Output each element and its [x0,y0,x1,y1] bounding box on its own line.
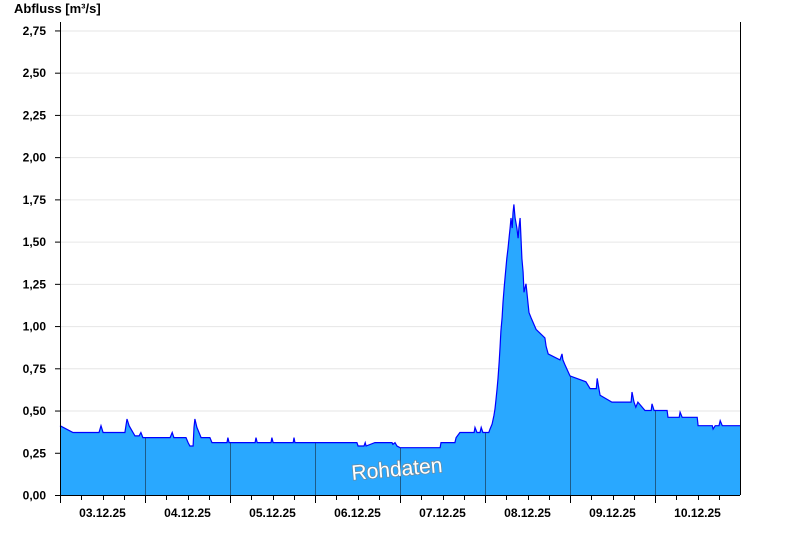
y-tick-label: 1,75 [23,193,47,207]
y-axis-ticks: 0,00 0,25 0,50 0,75 1,00 1,25 1,50 1,75 2,00 2,25… [23,24,60,503]
y-tick-label: 0,00 [23,489,47,503]
y-tick-label: 2,00 [23,151,47,165]
x-tick-label: 05.12.25 [249,506,296,520]
discharge-line [59,204,740,449]
x-tick-label: 03.12.25 [79,506,126,520]
y-tick-label: 1,25 [23,277,47,291]
x-tick-label: 09.12.25 [589,506,636,520]
y-tick-label: 0,25 [23,446,47,460]
y-tick-label: 1,00 [23,320,47,334]
x-tick-label: 08.12.25 [504,506,551,520]
y-axis-title: Abfluss [m³/s] [14,1,101,16]
y-tick-label: 0,50 [23,404,47,418]
x-tick-label: 06.12.25 [334,506,381,520]
y-tick-label: 2,25 [23,108,47,122]
y-tick-label: 1,50 [23,235,47,249]
x-tick-label: 10.12.25 [674,506,721,520]
y-tick-label: 2,50 [23,66,47,80]
x-tick-label: 04.12.25 [164,506,211,520]
grid-lines [60,30,740,454]
y-tick-label: 0,75 [23,362,47,376]
day-separators [145,375,656,495]
x-tick-label: 07.12.25 [419,506,466,520]
x-axis-ticks: 03.12.25 04.12.25 05.12.25 06.12.25 07.12.25… [60,495,721,520]
y-tick-label: 2,75 [23,24,47,38]
